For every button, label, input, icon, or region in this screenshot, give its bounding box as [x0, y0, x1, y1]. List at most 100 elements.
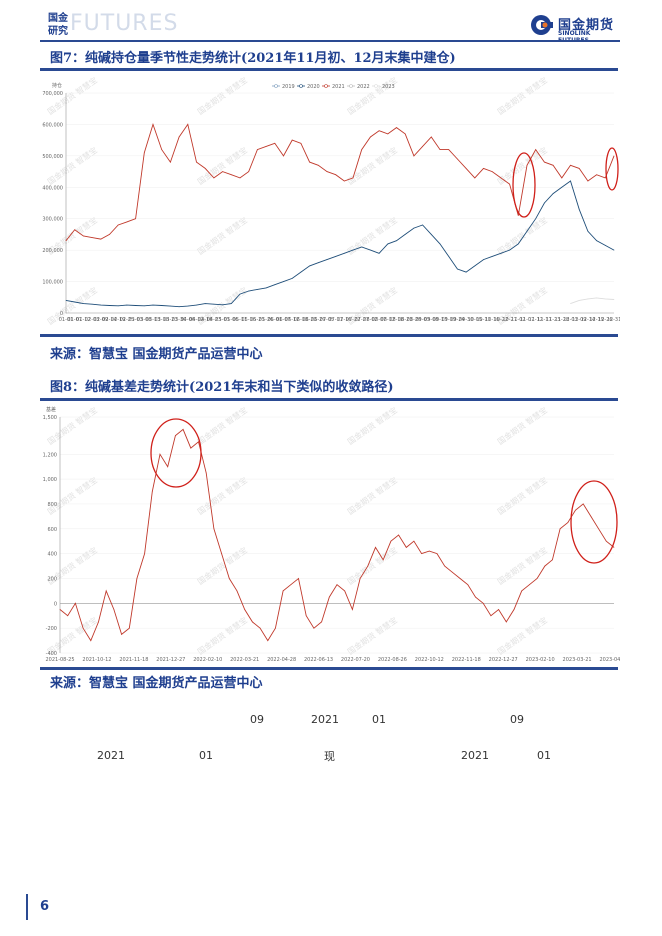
legend-label: 2020	[307, 84, 320, 90]
data-point	[196, 161, 197, 163]
data-point	[178, 306, 180, 308]
series-line-2020	[65, 180, 615, 308]
x-tick-label: 12-31	[607, 317, 620, 323]
x-tick-label: 2022-10-12	[415, 657, 444, 663]
data-point	[300, 142, 302, 144]
data-point	[113, 609, 115, 610]
data-point	[326, 259, 328, 260]
data-point	[265, 146, 267, 147]
data-point	[117, 224, 119, 226]
fig7-title: 图7：纯碱持仓量季节性走势统计(2021年11月初、12月末集中建仓)	[50, 51, 456, 66]
data-point	[605, 540, 607, 542]
data-point	[328, 596, 330, 598]
data-point	[248, 171, 250, 172]
x-tick-label: 08-18	[389, 317, 404, 323]
x-tick-label: 09-24	[450, 317, 465, 323]
legend-marker	[324, 84, 328, 88]
header-left-label: 国金研究	[48, 13, 68, 37]
y-tick-label: 800	[47, 502, 57, 508]
data-point	[490, 615, 492, 617]
data-point	[387, 133, 389, 135]
watermark-text: 国金期货 智慧宝	[495, 475, 549, 517]
data-point	[535, 149, 537, 150]
fig7-bottom-rule	[40, 334, 618, 337]
data-point	[151, 491, 153, 492]
x-tick-label: 09-08	[424, 317, 439, 323]
data-point	[336, 584, 338, 586]
y-tick-label: -200	[46, 626, 57, 632]
data-point	[404, 234, 406, 235]
x-tick-label: 04-06	[181, 317, 196, 323]
data-point	[159, 453, 161, 455]
data-point	[509, 249, 510, 251]
data-point	[587, 230, 589, 232]
x-tick-label: 2022-08-26	[378, 657, 407, 663]
data-point	[387, 243, 389, 245]
data-point	[590, 516, 592, 517]
data-point	[230, 303, 232, 304]
fig7-source: 来源：智慧宝 国金期货产品运营中心	[50, 347, 263, 362]
x-tick-label: 11-07	[520, 317, 535, 323]
highlight-circle-november	[512, 152, 536, 218]
data-point	[244, 609, 246, 610]
x-tick-label: 07-11	[328, 317, 343, 323]
x-tick-label: 04-12	[189, 317, 204, 323]
data-point	[439, 243, 441, 245]
x-tick-label: 06-12	[285, 317, 300, 323]
x-tick-label: 12-09	[572, 317, 587, 323]
data-point	[274, 142, 276, 144]
data-point	[378, 130, 380, 132]
data-point	[570, 180, 571, 182]
data-point	[222, 304, 223, 306]
x-tick-label: 09-19	[441, 317, 456, 323]
x-tick-label: 10-11	[476, 317, 491, 323]
data-point	[370, 249, 371, 251]
data-point	[561, 177, 563, 179]
data-point	[604, 245, 606, 246]
data-point	[604, 177, 606, 179]
data-point	[382, 559, 384, 561]
data-point	[100, 304, 102, 306]
data-point	[428, 550, 430, 552]
data-point	[436, 553, 438, 554]
data-point	[552, 164, 554, 166]
data-point	[190, 447, 192, 449]
data-point	[98, 621, 99, 623]
x-tick-label: 08-02	[363, 317, 378, 323]
data-point	[587, 180, 589, 182]
data-point	[544, 161, 545, 163]
data-point	[105, 590, 107, 592]
data-point	[335, 256, 337, 257]
x-tick-label: 07-16	[337, 317, 352, 323]
page-number-bar	[26, 894, 28, 920]
x-tick-label: 05-06	[224, 317, 239, 323]
data-point	[291, 278, 293, 279]
data-point	[161, 149, 163, 150]
x-tick-label: 2022-03-21	[230, 657, 259, 663]
data-point	[465, 168, 467, 169]
data-point	[187, 305, 189, 307]
x-tick-label: 03-13	[146, 317, 161, 323]
watermark-text: 国金期货 智慧宝	[195, 475, 249, 517]
x-tick-label: 04-23	[207, 317, 222, 323]
watermark-text: 国金期货 智慧宝	[495, 615, 549, 657]
x-tick-label: 03-03	[128, 317, 143, 323]
data-point	[300, 271, 302, 273]
y-tick-label: 100,000	[42, 280, 63, 286]
x-tick-label: 2022-04-28	[267, 657, 296, 663]
y-tick-label: 600,000	[42, 122, 63, 128]
data-point	[578, 300, 580, 301]
watermark-text: 国金期货 智慧宝	[495, 545, 549, 587]
watermark-text: 国金期货 智慧宝	[345, 475, 399, 517]
y-axis-unit-label: 基差	[46, 406, 56, 413]
brand-logo: 国金期货 SINOLINK FUTURES	[530, 14, 622, 44]
data-point	[128, 627, 130, 629]
data-point	[613, 547, 615, 548]
x-tick-label: 08-12	[381, 317, 396, 323]
data-point	[298, 578, 299, 579]
data-point	[257, 289, 258, 290]
highlight-circle-2021-end	[150, 418, 202, 488]
data-point	[282, 590, 284, 592]
data-point	[500, 252, 502, 254]
y-tick-label: 400,000	[42, 185, 63, 191]
